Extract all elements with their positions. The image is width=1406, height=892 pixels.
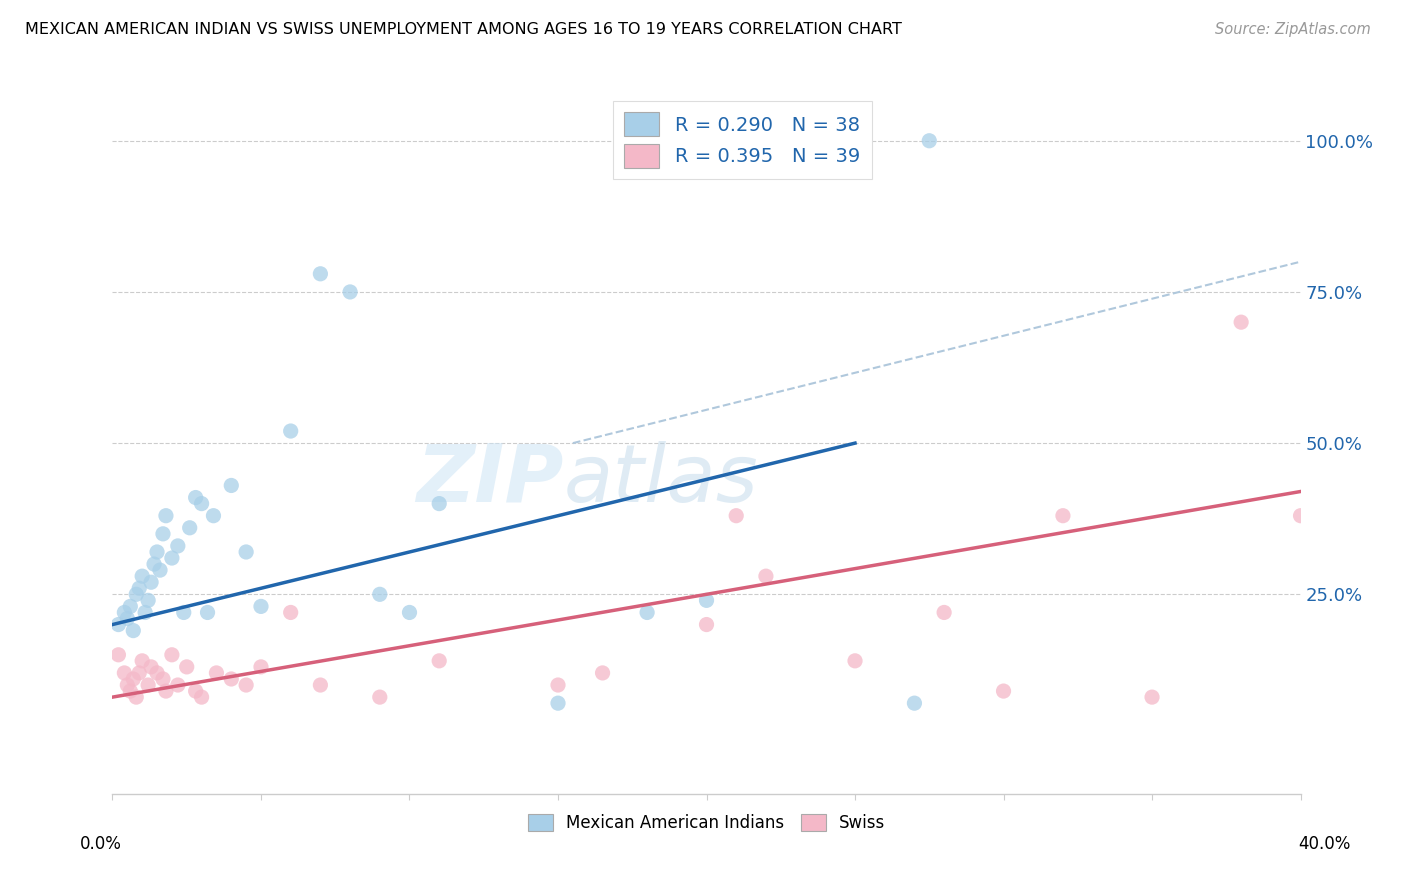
Point xyxy=(179,521,201,535)
Point xyxy=(368,690,391,705)
Point xyxy=(136,593,159,607)
Point xyxy=(725,508,748,523)
Point xyxy=(152,526,174,541)
Point xyxy=(427,497,450,511)
Point xyxy=(134,606,156,620)
Point xyxy=(122,672,145,686)
Point xyxy=(166,539,188,553)
Point xyxy=(122,624,145,638)
Point xyxy=(1052,508,1074,523)
Point xyxy=(136,678,159,692)
Text: Source: ZipAtlas.com: Source: ZipAtlas.com xyxy=(1215,22,1371,37)
Point xyxy=(280,424,302,438)
Point xyxy=(197,606,219,620)
Point xyxy=(184,491,207,505)
Point xyxy=(235,545,257,559)
Point xyxy=(844,654,866,668)
Point xyxy=(139,660,162,674)
Point xyxy=(125,690,148,705)
Point xyxy=(166,678,188,692)
Point xyxy=(155,508,177,523)
Point xyxy=(309,678,332,692)
Point xyxy=(547,678,569,692)
Point xyxy=(107,617,129,632)
Point xyxy=(696,593,718,607)
Text: atlas: atlas xyxy=(564,441,759,519)
Point xyxy=(117,678,139,692)
Point xyxy=(235,678,257,692)
Text: 40.0%: 40.0% xyxy=(1298,835,1351,853)
Point xyxy=(120,684,142,698)
Point xyxy=(903,696,925,710)
Point xyxy=(190,690,212,705)
Point xyxy=(146,665,169,680)
Point xyxy=(143,557,166,571)
Point xyxy=(696,617,718,632)
Point xyxy=(755,569,778,583)
Point xyxy=(146,545,169,559)
Point xyxy=(128,665,150,680)
Point xyxy=(934,606,956,620)
Point xyxy=(155,684,177,698)
Point xyxy=(219,672,242,686)
Text: 0.0%: 0.0% xyxy=(80,835,122,853)
Point xyxy=(398,606,420,620)
Point xyxy=(592,665,614,680)
Point xyxy=(250,599,273,614)
Point xyxy=(160,648,183,662)
Point xyxy=(339,285,361,299)
Point xyxy=(112,665,135,680)
Point xyxy=(1348,406,1371,420)
Point xyxy=(160,551,183,566)
Point xyxy=(427,654,450,668)
Point xyxy=(202,508,225,523)
Legend: Mexican American Indians, Swiss: Mexican American Indians, Swiss xyxy=(522,807,891,839)
Point xyxy=(918,134,941,148)
Point xyxy=(128,581,150,595)
Point xyxy=(368,587,391,601)
Point xyxy=(152,672,174,686)
Text: MEXICAN AMERICAN INDIAN VS SWISS UNEMPLOYMENT AMONG AGES 16 TO 19 YEARS CORRELAT: MEXICAN AMERICAN INDIAN VS SWISS UNEMPLO… xyxy=(25,22,903,37)
Point xyxy=(309,267,332,281)
Point xyxy=(149,563,172,577)
Point xyxy=(250,660,273,674)
Point xyxy=(125,587,148,601)
Point xyxy=(176,660,198,674)
Point xyxy=(117,611,139,625)
Point xyxy=(636,606,658,620)
Point xyxy=(1289,508,1312,523)
Point xyxy=(112,606,135,620)
Point xyxy=(131,654,153,668)
Point xyxy=(280,606,302,620)
Point xyxy=(120,599,142,614)
Point xyxy=(190,497,212,511)
Point xyxy=(139,575,162,590)
Point xyxy=(131,569,153,583)
Point xyxy=(219,478,242,492)
Point xyxy=(547,696,569,710)
Point xyxy=(173,606,195,620)
Point xyxy=(993,684,1015,698)
Text: ZIP: ZIP xyxy=(416,441,564,519)
Point xyxy=(184,684,207,698)
Point xyxy=(107,648,129,662)
Point xyxy=(205,665,228,680)
Point xyxy=(1230,315,1253,329)
Point xyxy=(1140,690,1163,705)
